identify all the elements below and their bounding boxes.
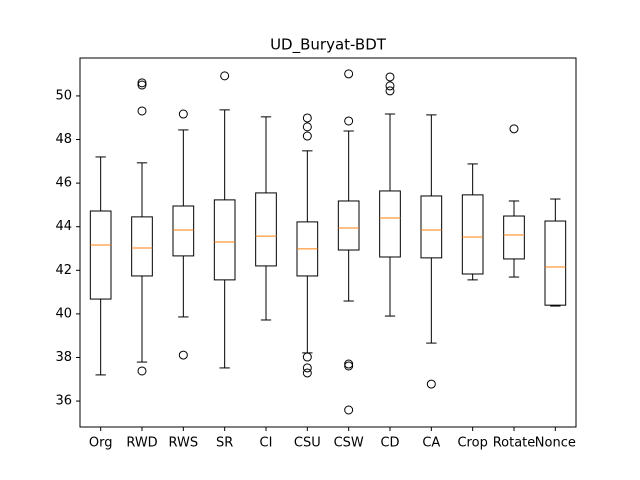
y-tick-label: 38 [55, 350, 72, 365]
flier [302, 131, 312, 141]
plot-frame [79, 57, 577, 428]
box [503, 215, 525, 260]
x-tick-label: Nonce [535, 436, 576, 451]
flier [302, 113, 312, 123]
flier [302, 122, 312, 132]
y-tick-label: 42 [55, 263, 72, 278]
y-tick-label: 44 [55, 219, 72, 234]
x-tick-label: RWS [169, 436, 199, 451]
box [213, 199, 236, 281]
box [461, 194, 484, 275]
box [544, 220, 567, 306]
flier [344, 361, 354, 371]
flier [385, 86, 395, 96]
flier [220, 71, 230, 81]
y-tick-label: 46 [55, 176, 72, 191]
flier [302, 368, 312, 378]
flier [137, 78, 147, 88]
x-tick-label: CA [422, 436, 440, 451]
chart-title: UD_Buryat-BDT [270, 36, 387, 55]
flier [509, 124, 519, 134]
y-tick-label: 40 [55, 306, 72, 321]
x-tick-label: CD [380, 436, 399, 451]
box [131, 216, 153, 277]
flier [137, 366, 147, 376]
x-tick-label: Crop [457, 436, 487, 451]
y-tick-label: 50 [55, 88, 72, 103]
box [337, 200, 360, 251]
x-tick-label: CSU [294, 436, 321, 451]
x-tick-label: Rotate [493, 436, 536, 451]
flier [344, 69, 354, 79]
x-tick-label: SR [216, 436, 233, 451]
box [89, 210, 112, 300]
box [379, 190, 401, 258]
flier [302, 363, 312, 373]
box [255, 192, 277, 267]
flier [385, 81, 395, 91]
flier [344, 405, 354, 415]
x-tick-label: CSW [334, 436, 364, 451]
flier [137, 80, 147, 90]
flier [137, 106, 147, 116]
flier [385, 72, 395, 82]
flier [426, 379, 436, 389]
box [420, 195, 443, 259]
flier [178, 109, 188, 119]
y-tick-label: 36 [55, 394, 72, 409]
flier [344, 116, 354, 126]
y-tick-label: 48 [55, 132, 72, 147]
x-tick-label: Org [89, 436, 113, 451]
x-tick-label: RWD [126, 436, 157, 451]
flier [302, 352, 312, 362]
box [172, 205, 195, 257]
flier [178, 350, 188, 360]
x-tick-label: CI [260, 436, 273, 451]
